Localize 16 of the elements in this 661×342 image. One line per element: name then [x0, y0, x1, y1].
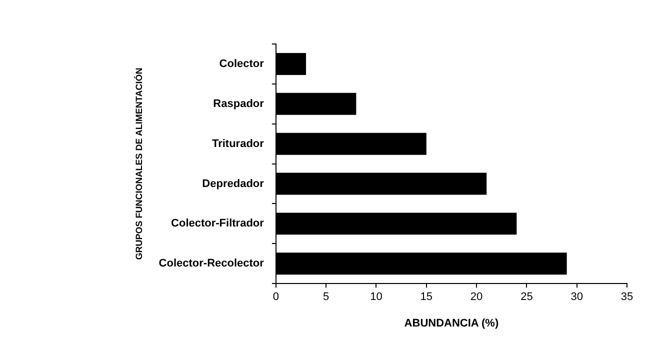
x-tick-label: 30 — [570, 291, 583, 304]
y-tick-label: Depredador — [202, 178, 265, 190]
x-axis-title: ABUNDANCIA (%) — [404, 317, 499, 330]
x-tick-label: 10 — [370, 291, 382, 304]
x-tick-label: 35 — [620, 291, 634, 304]
y-tick-label: Colector-Recolector — [158, 258, 265, 270]
y-tick-label: Colector — [219, 58, 265, 70]
y-axis-title: GRUPOS FUNCIONALES DE ALIMENTACIÓN — [134, 68, 144, 260]
x-tick-label: 20 — [470, 291, 483, 304]
x-tick-label: 5 — [323, 291, 330, 304]
x-tick-label: 15 — [420, 291, 433, 304]
x-tick-label: 0 — [272, 291, 279, 304]
y-tick-label: Triturador — [212, 138, 265, 150]
y-tick-label: Raspador — [213, 98, 265, 110]
x-tick-label: 25 — [520, 291, 533, 304]
y-tick-label: Colector-Filtrador — [171, 218, 265, 230]
